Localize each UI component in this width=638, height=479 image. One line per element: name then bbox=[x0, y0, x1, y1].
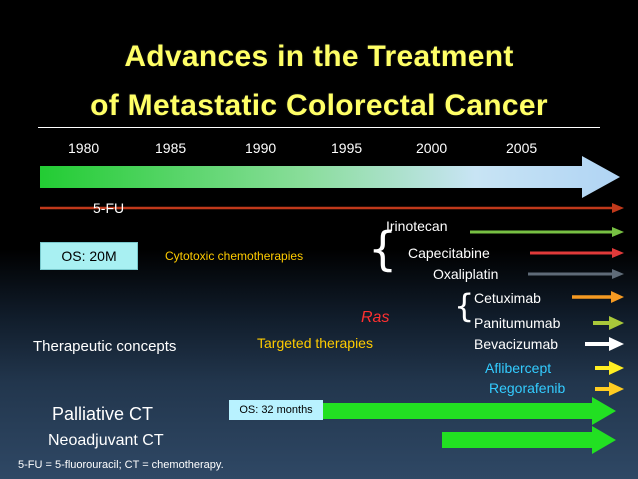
oxaliplatin-arrow bbox=[528, 269, 624, 279]
panitumumab-arrow bbox=[593, 316, 624, 330]
targeted-therapies-label: Targeted therapies bbox=[257, 335, 373, 351]
cytotoxic-label: Cytotoxic chemotherapies bbox=[165, 249, 304, 263]
neoadjuvant-ct-arrow bbox=[442, 426, 616, 454]
footnote: 5-FU = 5-fluorouracil; CT = chemotherapy… bbox=[18, 459, 224, 471]
capecitabine-arrow bbox=[530, 248, 624, 258]
targeted-brace: { bbox=[454, 287, 475, 325]
capecitabine-label: Capecitabine bbox=[408, 245, 490, 261]
fu-label: 5-FU bbox=[93, 200, 125, 216]
slide-title-line2: of Metastatic Colorectal Cancer bbox=[90, 89, 548, 122]
regorafenib-arrow bbox=[595, 382, 624, 396]
bevacizumab-arrow bbox=[585, 337, 624, 351]
slide-title-line1: Advances in the Treatment bbox=[124, 40, 514, 73]
cetuximab-arrow bbox=[572, 291, 624, 303]
palliative-ct-arrow bbox=[323, 397, 616, 425]
cytotoxic-brace: { bbox=[368, 222, 398, 276]
oxaliplatin-label: Oxaliplatin bbox=[433, 266, 499, 282]
irinotecan-label: Irinotecan bbox=[386, 218, 448, 234]
regorafenib-label: Regorafenib bbox=[489, 380, 566, 396]
year-1995: 1995 bbox=[331, 140, 363, 156]
title-divider bbox=[38, 127, 600, 128]
bevacizumab-label: Bevacizumab bbox=[474, 336, 559, 352]
aflibercept-label: Aflibercept bbox=[485, 360, 552, 376]
palliative-ct-label: Palliative CT bbox=[52, 404, 154, 424]
therapeutic-concepts-label: Therapeutic concepts bbox=[33, 338, 177, 355]
cetuximab-label: Cetuximab bbox=[474, 290, 541, 306]
year-1990: 1990 bbox=[245, 140, 277, 156]
ras-label: Ras bbox=[361, 309, 390, 326]
timeline-arrow bbox=[40, 156, 620, 198]
os-32-months-box: OS: 32 months bbox=[229, 400, 323, 420]
year-2000: 2000 bbox=[416, 140, 448, 156]
year-1985: 1985 bbox=[155, 140, 187, 156]
os-20m-box: OS: 20M bbox=[40, 242, 138, 270]
year-2005: 2005 bbox=[506, 140, 538, 156]
fu-arrow bbox=[40, 203, 624, 213]
year-1980: 1980 bbox=[68, 140, 100, 156]
aflibercept-arrow bbox=[595, 361, 624, 375]
panitumumab-label: Panitumumab bbox=[474, 315, 561, 331]
irinotecan-arrow bbox=[470, 227, 624, 237]
neoadjuvant-ct-label: Neoadjuvant CT bbox=[48, 432, 164, 449]
